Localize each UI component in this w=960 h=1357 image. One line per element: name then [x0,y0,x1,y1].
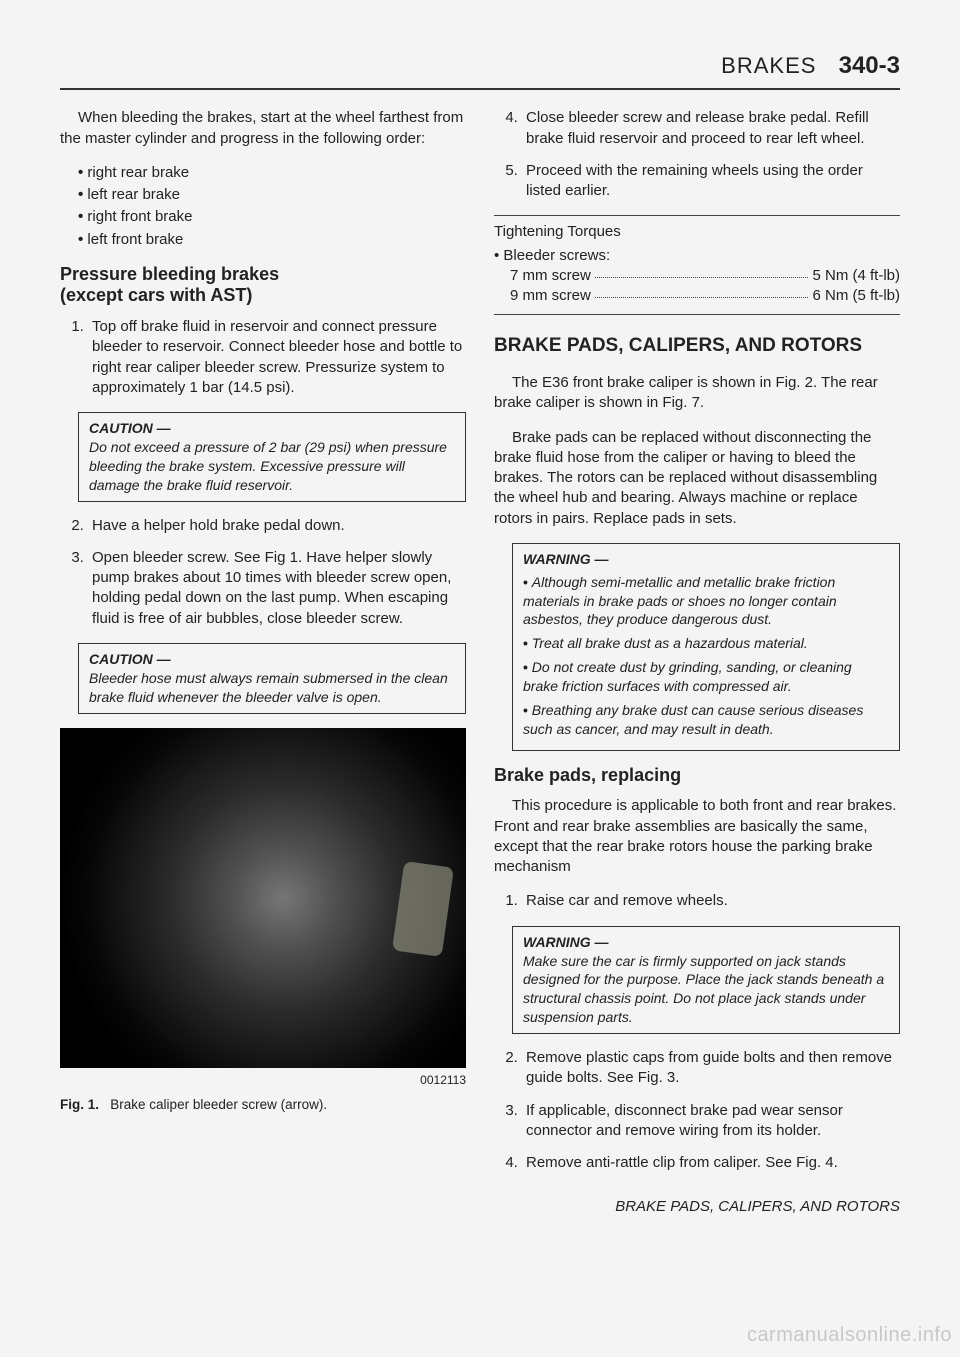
warning-label: WARNING — [523,551,609,567]
list-item: right front brake [78,207,466,227]
warning-item: Although semi-metallic and metallic brak… [523,573,889,630]
header-pagenum: 340-3 [839,52,900,79]
section-heading: BRAKE PADS, CALIPERS, AND ROTORS [494,333,900,359]
subheading-pressure-bleeding: Pressure bleeding brakes (except cars wi… [60,264,466,307]
warning-item: Treat all brake dust as a hazardous mate… [523,634,889,653]
step-item: Close bleeder screw and release brake pe… [522,108,900,149]
replace-steps-cont: Remove plastic caps from guide bolts and… [522,1048,900,1173]
right-column: Close bleeder screw and release brake pe… [494,108,900,1217]
paragraph: The E36 front brake caliper is shown in … [494,373,900,414]
step-item: Have a helper hold brake pedal down. [88,516,466,536]
steps-list-left-cont: Have a helper hold brake pedal down. Ope… [88,516,466,629]
caution-label: CAUTION — [89,651,171,667]
page-header: BRAKES 340-3 [60,50,900,90]
torque-row: 9 mm screw 6 Nm (5 ft-lb) [510,286,900,306]
header-title: BRAKES [721,53,816,78]
torque-row: 7 mm screw 5 Nm (4 ft-lb) [510,266,900,286]
subheading-line2: (except cars with AST) [60,285,466,307]
step-item: If applicable, disconnect brake pad wear… [522,1101,900,1142]
intro-paragraph: When bleeding the brakes, start at the w… [60,108,466,149]
divider [494,314,900,315]
figure-1-number: 0012113 [60,1072,466,1088]
leader-dots [595,286,809,298]
step-item: Open bleeder screw. See Fig 1. Have help… [88,548,466,629]
divider [494,215,900,216]
replace-steps: Raise car and remove wheels. [522,891,900,911]
warning-item: Do not create dust by grinding, sanding,… [523,658,889,696]
warning-label: WARNING — [523,934,609,950]
left-column: When bleeding the brakes, start at the w… [60,108,466,1217]
torque-label: 7 mm screw [510,266,591,286]
caution-label: CAUTION — [89,420,171,436]
footer-section-label: BRAKE PADS, CALIPERS, AND ROTORS [494,1197,900,1217]
warning-box-1: WARNING — Although semi-metallic and met… [512,543,900,751]
caution-text: Do not exceed a pressure of 2 bar (29 ps… [89,439,447,493]
list-item: left front brake [78,230,466,250]
torque-value: 6 Nm (5 ft-lb) [812,286,900,306]
step-item: Remove plastic caps from guide bolts and… [522,1048,900,1089]
step-item: Raise car and remove wheels. [522,891,900,911]
list-item: left rear brake [78,185,466,205]
warning-item: Breathing any brake dust can cause serio… [523,701,889,739]
figure-1-image [60,728,466,1068]
steps-list-right: Close bleeder screw and release brake pe… [522,108,900,201]
paragraph: Brake pads can be replaced without disco… [494,428,900,529]
warning-list: Although semi-metallic and metallic brak… [523,573,889,739]
caution-box-2: CAUTION — Bleeder hose must always remai… [78,643,466,714]
figure-caption-text: Brake caliper bleeder screw (arrow). [110,1097,327,1112]
caution-box-1: CAUTION — Do not exceed a pressure of 2 … [78,412,466,502]
torque-label: 9 mm screw [510,286,591,306]
subheading-replacing: Brake pads, replacing [494,765,900,787]
warning-text: Make sure the car is firmly supported on… [523,953,884,1026]
torque-title: Tightening Torques [494,222,900,242]
figure-caption-label: Fig. 1. [60,1097,99,1112]
watermark: carmanualsonline.info [747,1322,952,1349]
steps-list-left: Top off brake fluid in reservoir and con… [88,317,466,398]
torque-subtitle: • Bleeder screws: [494,246,900,266]
bleed-order-list: right rear brake left rear brake right f… [78,163,466,250]
torque-subtitle-text: Bleeder screws: [503,247,610,264]
subheading-line1: Pressure bleeding brakes [60,264,466,286]
caution-text: Bleeder hose must always remain submerse… [89,670,448,705]
step-item: Top off brake fluid in reservoir and con… [88,317,466,398]
figure-1-caption: Fig. 1. Brake caliper bleeder screw (arr… [60,1096,466,1114]
paragraph: This procedure is applicable to both fro… [494,796,900,877]
warning-box-2: WARNING — Make sure the car is firmly su… [512,926,900,1034]
step-item: Proceed with the remaining wheels using … [522,161,900,202]
step-item: Remove anti-rattle clip from caliper. Se… [522,1153,900,1173]
leader-dots [595,266,809,278]
torque-value: 5 Nm (4 ft-lb) [812,266,900,286]
list-item: right rear brake [78,163,466,183]
